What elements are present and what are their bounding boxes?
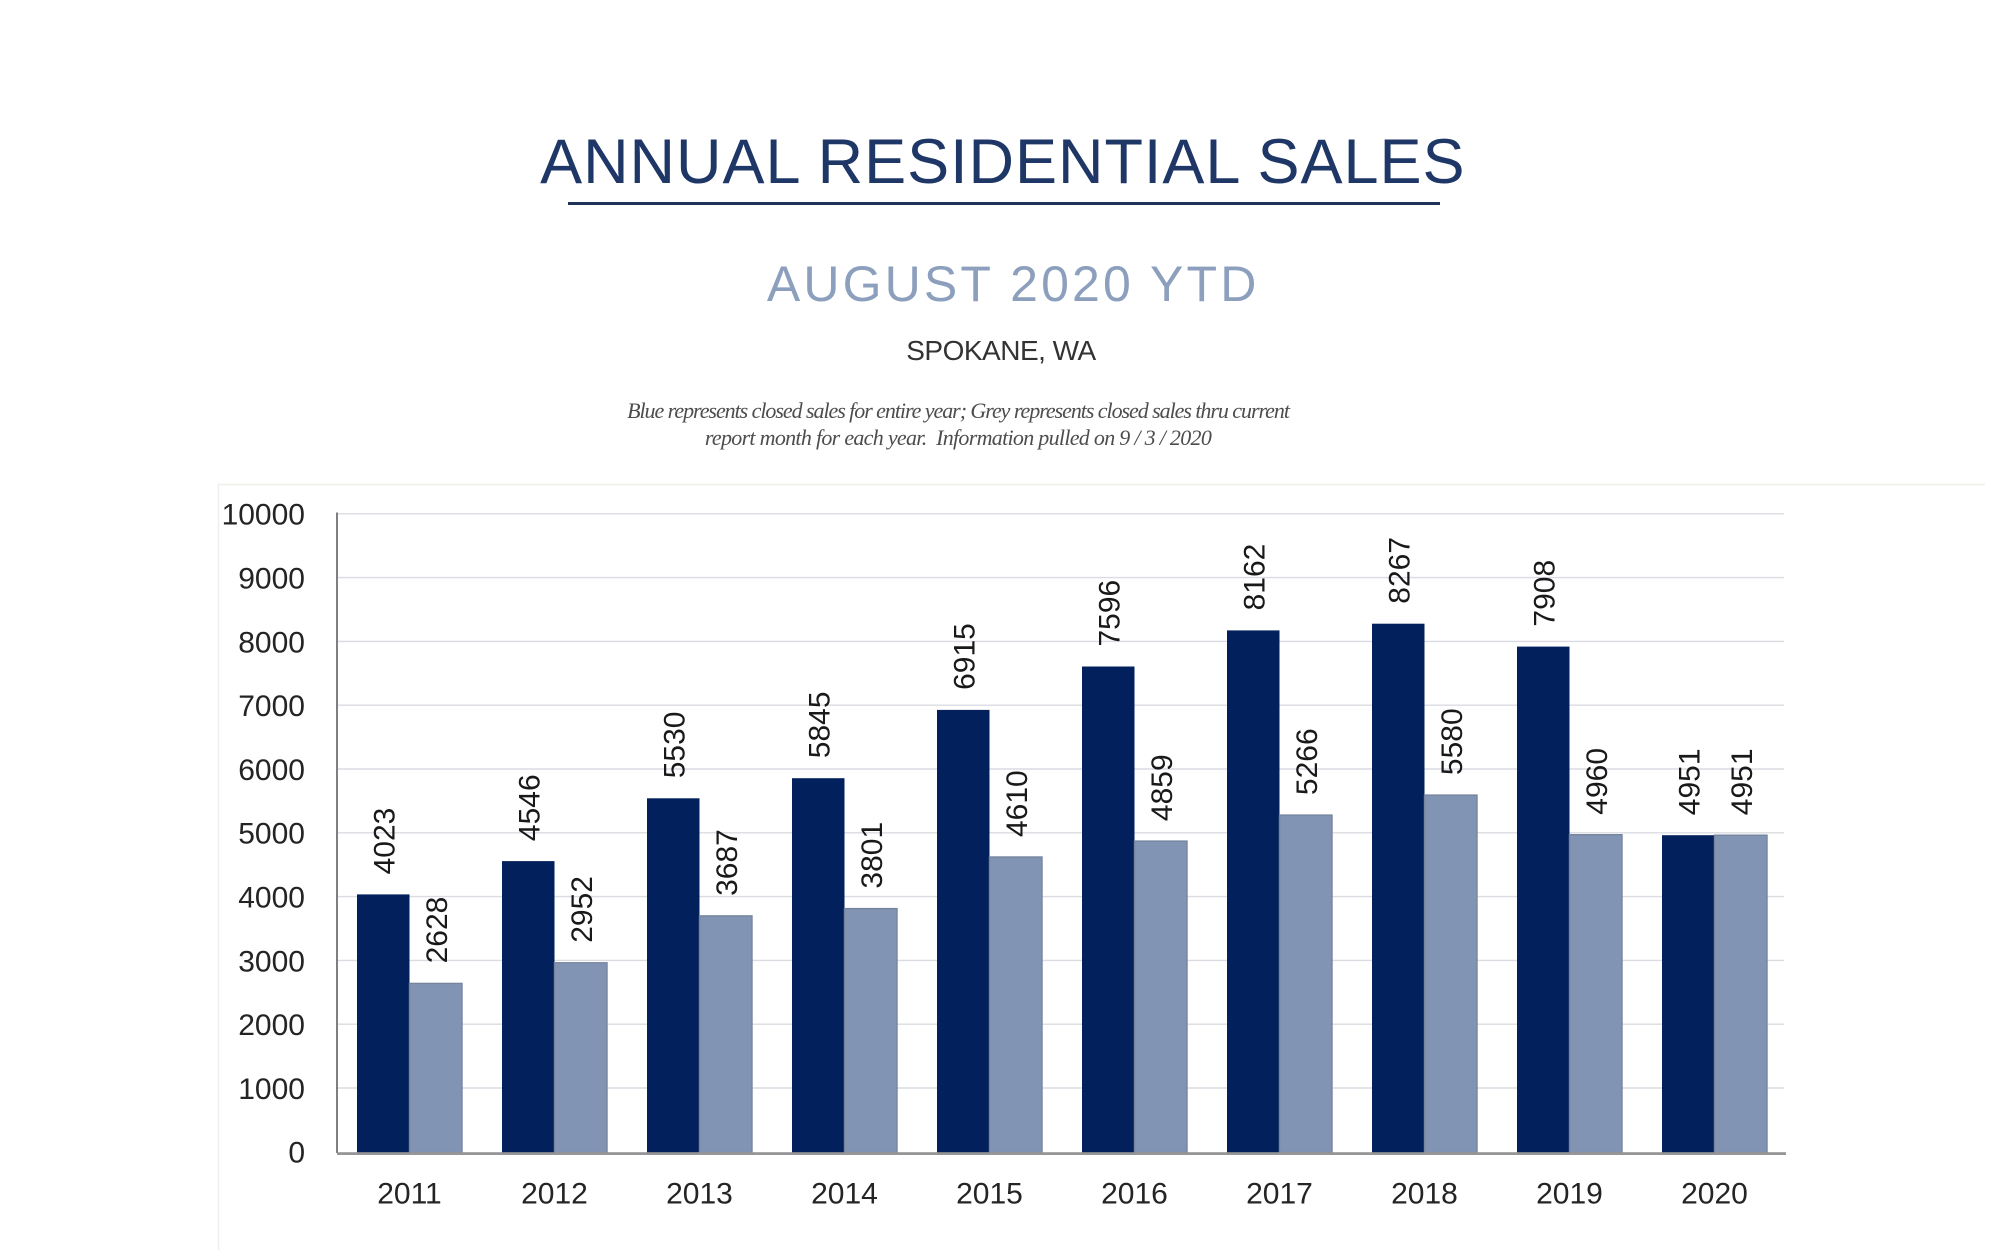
svg-text:8267: 8267 [1383,537,1416,604]
svg-text:2019: 2019 [1536,1177,1603,1210]
svg-text:4951: 4951 [1673,748,1706,815]
svg-text:2017: 2017 [1246,1177,1313,1210]
svg-text:2000: 2000 [238,1009,305,1042]
svg-text:1000: 1000 [238,1073,305,1106]
svg-text:5580: 5580 [1436,708,1469,775]
svg-text:2012: 2012 [521,1177,588,1210]
svg-text:7000: 7000 [238,690,305,723]
svg-text:6915: 6915 [948,623,981,690]
svg-text:4859: 4859 [1146,754,1179,821]
svg-text:4610: 4610 [1001,770,1034,837]
svg-text:5000: 5000 [238,818,305,851]
svg-text:4023: 4023 [368,808,401,875]
svg-text:5266: 5266 [1291,728,1324,795]
svg-text:7908: 7908 [1528,560,1561,627]
svg-text:8000: 8000 [238,626,305,659]
svg-text:8162: 8162 [1238,544,1271,611]
svg-text:2013: 2013 [666,1177,733,1210]
svg-text:2952: 2952 [566,876,599,943]
svg-text:3000: 3000 [238,945,305,978]
svg-text:4960: 4960 [1581,748,1614,815]
svg-text:2015: 2015 [956,1177,1023,1210]
svg-text:4546: 4546 [513,774,546,841]
svg-text:5845: 5845 [803,691,836,758]
svg-text:2016: 2016 [1101,1177,1168,1210]
svg-text:3687: 3687 [711,829,744,896]
svg-text:6000: 6000 [238,754,305,787]
svg-text:2011: 2011 [377,1177,442,1210]
svg-text:10000: 10000 [222,499,305,532]
svg-text:0: 0 [288,1137,305,1170]
svg-text:2014: 2014 [811,1177,878,1210]
svg-text:7596: 7596 [1093,580,1126,647]
svg-text:4951: 4951 [1726,748,1759,815]
svg-text:2018: 2018 [1391,1177,1458,1210]
svg-text:2020: 2020 [1681,1177,1748,1210]
svg-text:2628: 2628 [421,897,454,964]
svg-text:4000: 4000 [238,882,305,915]
svg-text:9000: 9000 [238,563,305,596]
svg-text:5530: 5530 [658,712,691,779]
svg-text:3801: 3801 [856,822,889,889]
